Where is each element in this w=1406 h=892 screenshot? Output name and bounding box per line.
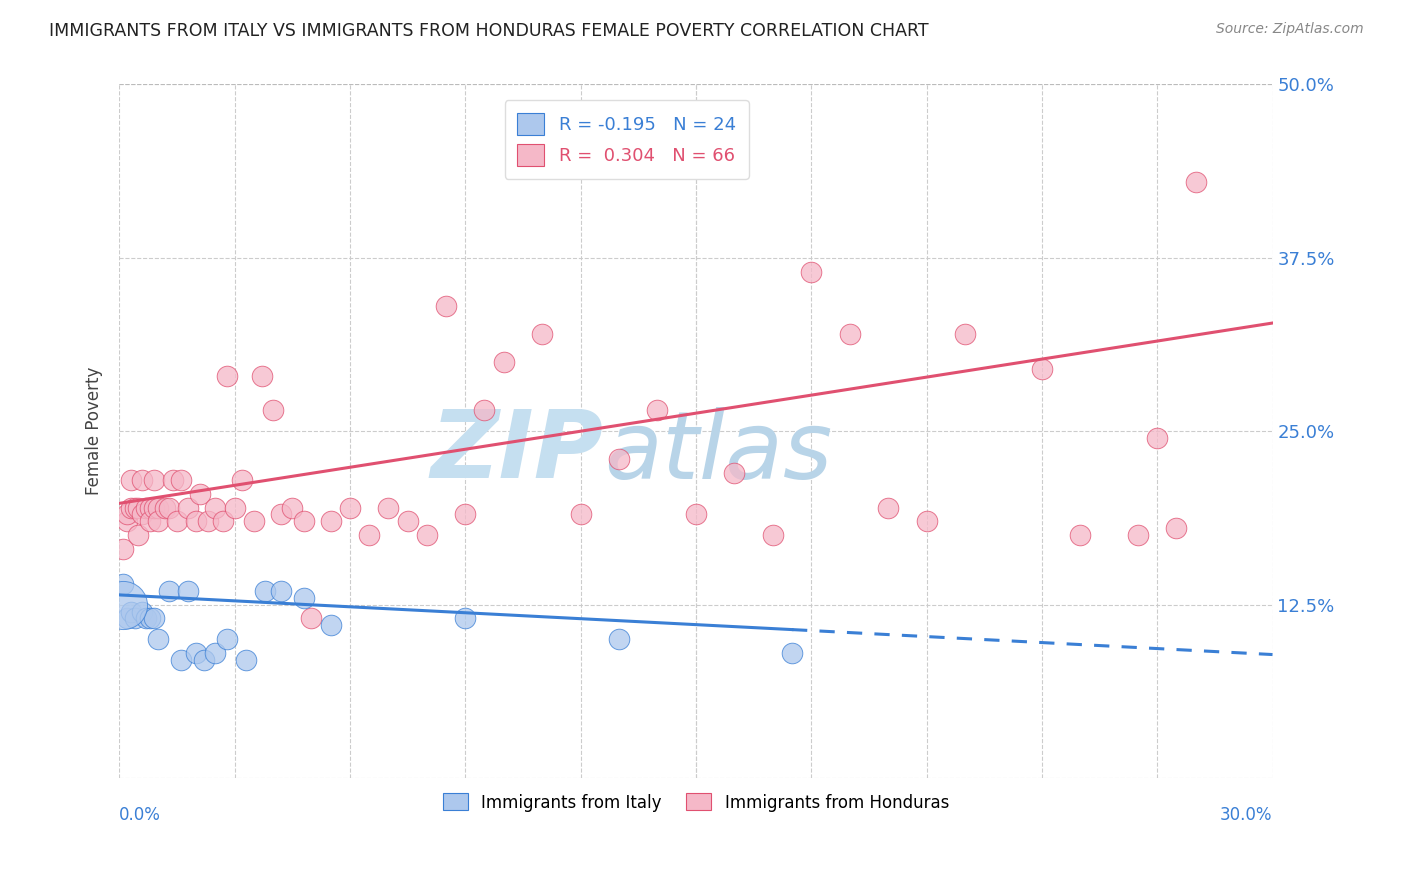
Point [1146,431,1168,445]
Point [112,542,135,557]
Point [186,646,208,660]
Point [531,327,554,342]
Point [177,583,200,598]
Point [434,299,457,313]
Point [281,500,304,515]
Point [131,473,153,487]
Point [319,515,342,529]
Point [292,515,315,529]
Text: 30.0%: 30.0% [1220,805,1272,823]
Point [139,500,162,515]
Point [647,403,669,417]
Point [838,327,860,342]
Point [301,611,323,625]
Y-axis label: Female Poverty: Female Poverty [86,367,103,495]
Point [112,598,135,612]
Point [131,605,153,619]
Point [270,583,292,598]
Point [1031,361,1053,376]
Point [723,466,745,480]
Point [243,515,266,529]
Point [254,583,277,598]
Point [212,515,235,529]
Point [193,653,215,667]
Legend: Immigrants from Italy, Immigrants from Honduras: Immigrants from Italy, Immigrants from H… [436,787,956,818]
Text: IMMIGRANTS FROM ITALY VS IMMIGRANTS FROM HONDURAS FEMALE POVERTY CORRELATION CHA: IMMIGRANTS FROM ITALY VS IMMIGRANTS FROM… [49,22,929,40]
Point [120,500,142,515]
Point [112,576,135,591]
Point [128,500,150,515]
Point [157,500,180,515]
Point [359,528,381,542]
Text: 0.0%: 0.0% [120,805,162,823]
Point [157,583,180,598]
Point [139,515,162,529]
Point [454,611,477,625]
Point [124,611,146,625]
Point [135,611,157,625]
Point [142,500,165,515]
Point [319,618,342,632]
Point [569,508,592,522]
Point [120,605,142,619]
Point [146,500,169,515]
Point [170,473,193,487]
Point [915,515,938,529]
Point [197,515,219,529]
Text: Source: ZipAtlas.com: Source: ZipAtlas.com [1216,22,1364,37]
Point [115,508,138,522]
Point [953,327,976,342]
Point [454,508,477,522]
Point [377,500,399,515]
Point [396,515,419,529]
Point [780,646,803,660]
Point [115,611,138,625]
Point [339,500,361,515]
Point [142,473,165,487]
Point [177,500,200,515]
Point [1166,521,1188,535]
Point [215,368,238,383]
Point [250,368,273,383]
Point [115,515,138,529]
Point [128,528,150,542]
Point [188,486,211,500]
Point [131,508,153,522]
Point [135,500,157,515]
Point [262,403,284,417]
Point [474,403,496,417]
Point [155,500,177,515]
Point [204,500,226,515]
Point [235,653,257,667]
Point [492,355,515,369]
Point [800,265,823,279]
Point [142,611,165,625]
Point [607,632,630,647]
Point [215,632,238,647]
Point [162,473,184,487]
Point [204,646,226,660]
Point [146,515,169,529]
Point [170,653,193,667]
Point [1126,528,1149,542]
Point [685,508,707,522]
Point [877,500,900,515]
Point [124,500,146,515]
Text: ZIP: ZIP [430,406,603,498]
Point [270,508,292,522]
Text: atlas: atlas [603,407,832,498]
Point [607,452,630,467]
Point [139,611,162,625]
Point [166,515,188,529]
Point [1184,175,1206,189]
Point [146,632,169,647]
Point [416,528,439,542]
Point [292,591,315,605]
Point [120,473,142,487]
Point [231,473,253,487]
Point [762,528,785,542]
Point [1069,528,1091,542]
Point [224,500,246,515]
Point [186,515,208,529]
